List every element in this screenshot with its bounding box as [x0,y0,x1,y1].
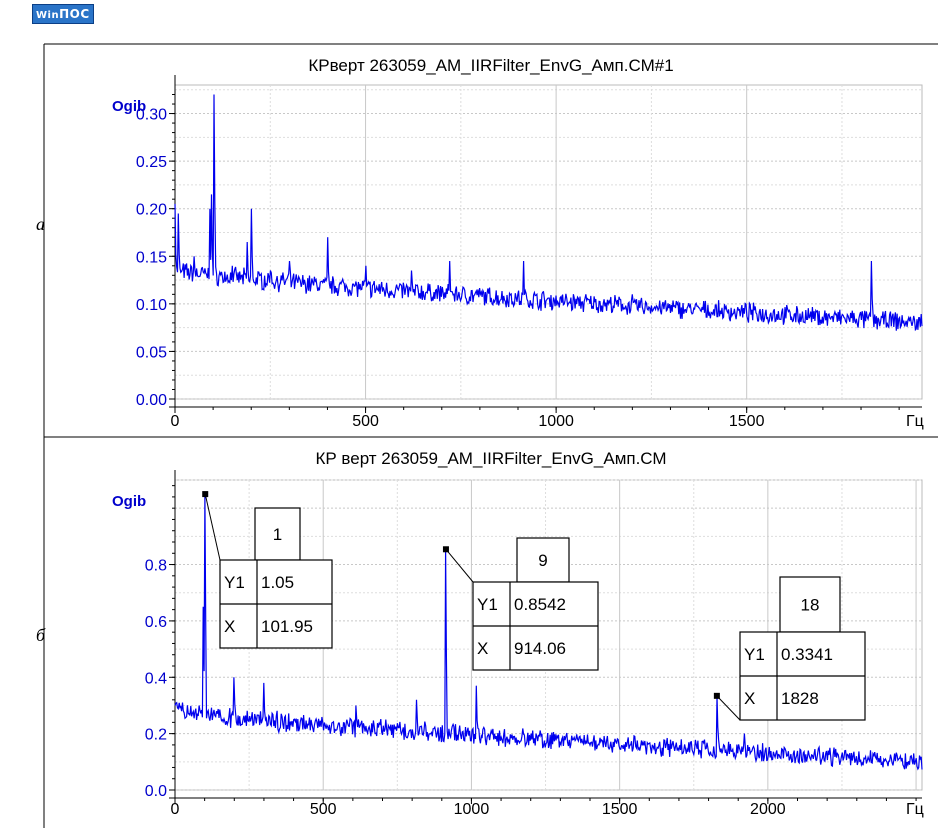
y-tick-label: 0.10 [136,297,167,314]
y-tick-label: 0.30 [136,107,167,124]
cursor-leader-line [445,548,474,583]
chart-a: КРверт 263059_AM_IIRFilter_EnvG_Амп.СМ#1… [112,56,924,430]
logo-pos-text: ПОС [59,7,90,21]
chart-title: КР верт 263059_AM_IIRFilter_EnvG_Амп.СМ [315,449,666,468]
cursor-y-label: Y1 [224,573,245,592]
cursor-id-label: 18 [801,596,820,615]
cursor-x-value: 914.06 [514,639,566,658]
cursor-y-value: 1.05 [261,573,294,592]
x-tick-label: 2000 [750,801,786,818]
cursor-id-label: 9 [538,551,547,570]
y-tick-label: 0.6 [145,614,167,631]
x-tick-label: 500 [352,413,379,430]
winpos-logo: WinПОС [32,4,94,24]
cursor-id-label: 1 [273,525,282,544]
cursor-x-value: 1828 [781,689,819,708]
cursor-y-label: Y1 [477,595,498,614]
spectrum-series-line [174,94,923,332]
cursor-leader-line [716,695,741,721]
y-tick-label: 0.25 [136,154,167,171]
chart-title: КРверт 263059_AM_IIRFilter_EnvG_Амп.СМ#1 [308,56,673,75]
cursor-x-label: X [477,639,488,658]
y-tick-label: 0.8 [145,558,167,575]
y-axis-label: Ogib [112,493,146,510]
cursor-marker-9: 9 Y1 0.8542 X 914.06 [442,537,599,671]
cursor-leader-line [204,493,221,561]
y-tick-label: 0.20 [136,202,167,219]
y-tick-label: 0.00 [136,392,167,409]
x-tick-label: 1500 [729,413,765,430]
cursor-id-box [779,576,841,633]
panel-label-b: б [36,625,46,645]
y-tick-label: 0.2 [145,727,167,744]
y-tick-label: 0.0 [145,783,167,800]
y-tick-label: 0.15 [136,249,167,266]
x-tick-label: 500 [310,801,337,818]
cursor-x-value: 101.95 [261,617,313,636]
cursor-marker-18: 18 Y1 0.3341 X 1828 [713,576,866,721]
cursor-x-label: X [224,617,235,636]
cursor-x-label: X [744,689,755,708]
panel-label-a: а [36,214,45,234]
cursor-y-label: Y1 [744,645,765,664]
x-tick-label: 1500 [602,801,638,818]
cursor-marker-1: 1 Y1 1.05 X 101.95 [202,491,333,649]
y-axis-label: Ogib [112,98,146,115]
y-tick-label: 0.4 [145,670,167,687]
cursor-y-value: 0.3341 [781,645,833,664]
x-tick-label: 1000 [454,801,490,818]
x-unit-label: Гц [906,801,924,818]
spectrum-series-line [174,494,923,771]
x-tick-label: 0 [171,413,180,430]
y-tick-label: 0.05 [136,344,167,361]
x-tick-label: 0 [171,801,180,818]
chart-b: КР верт 263059_AM_IIRFilter_EnvG_Амп.СМ 0… [112,449,924,818]
cursor-y-value: 0.8542 [514,595,566,614]
cursor-id-box [516,537,570,583]
x-tick-label: 1000 [538,413,574,430]
logo-win-text: Win [36,10,60,21]
x-unit-label: Гц [906,413,924,430]
